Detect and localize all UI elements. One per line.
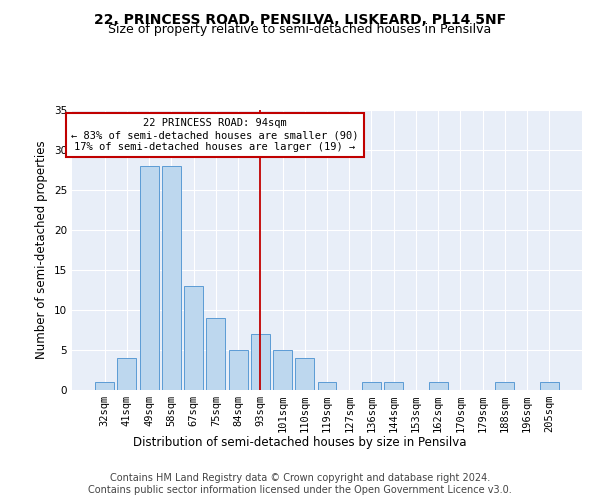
Bar [162, 166, 181, 390]
Bar [95, 382, 114, 390]
Bar [362, 382, 381, 390]
Bar [140, 166, 158, 390]
Bar [496, 382, 514, 390]
Bar [295, 358, 314, 390]
Bar [273, 350, 292, 390]
Bar [118, 358, 136, 390]
Bar [540, 382, 559, 390]
Y-axis label: Number of semi-detached properties: Number of semi-detached properties [35, 140, 49, 360]
Bar [251, 334, 270, 390]
Bar [206, 318, 225, 390]
Bar [317, 382, 337, 390]
Text: Size of property relative to semi-detached houses in Pensilva: Size of property relative to semi-detach… [109, 22, 491, 36]
Text: 22 PRINCESS ROAD: 94sqm
← 83% of semi-detached houses are smaller (90)
17% of se: 22 PRINCESS ROAD: 94sqm ← 83% of semi-de… [71, 118, 359, 152]
Bar [429, 382, 448, 390]
Bar [384, 382, 403, 390]
Text: Distribution of semi-detached houses by size in Pensilva: Distribution of semi-detached houses by … [133, 436, 467, 449]
Text: Contains HM Land Registry data © Crown copyright and database right 2024.
Contai: Contains HM Land Registry data © Crown c… [88, 474, 512, 495]
Bar [229, 350, 248, 390]
Text: 22, PRINCESS ROAD, PENSILVA, LISKEARD, PL14 5NF: 22, PRINCESS ROAD, PENSILVA, LISKEARD, P… [94, 12, 506, 26]
Bar [184, 286, 203, 390]
